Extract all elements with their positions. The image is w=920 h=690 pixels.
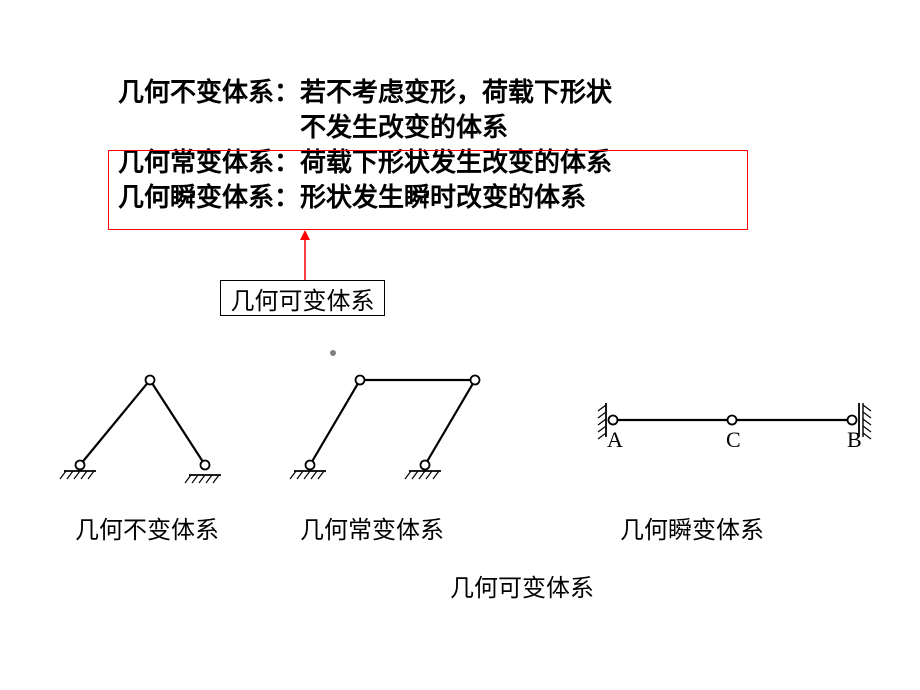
label-box-text: 几何可变体系 <box>231 281 375 316</box>
label-C: C <box>726 427 741 452</box>
diagram-variable <box>280 365 510 485</box>
diagram-instant: A C B <box>580 385 890 475</box>
arrow-icon <box>298 230 312 280</box>
def-line2: 不发生改变的体系 <box>118 110 612 145</box>
label-box: 几何可变体系 <box>220 280 385 316</box>
caption-1: 几何不变体系 <box>75 510 219 545</box>
label-B: B <box>847 427 862 452</box>
caption-3: 几何瞬变体系 <box>620 510 764 545</box>
def-line1: 几何不变体系：若不考虑变形，荷载下形状 <box>118 75 612 110</box>
diagram-invariant <box>50 365 250 485</box>
caption-2: 几何常变体系 <box>300 510 444 545</box>
caption-sub: 几何可变体系 <box>450 568 594 603</box>
page-dot-icon <box>330 350 336 356</box>
label-A: A <box>607 427 623 452</box>
red-highlight-box <box>108 150 748 230</box>
